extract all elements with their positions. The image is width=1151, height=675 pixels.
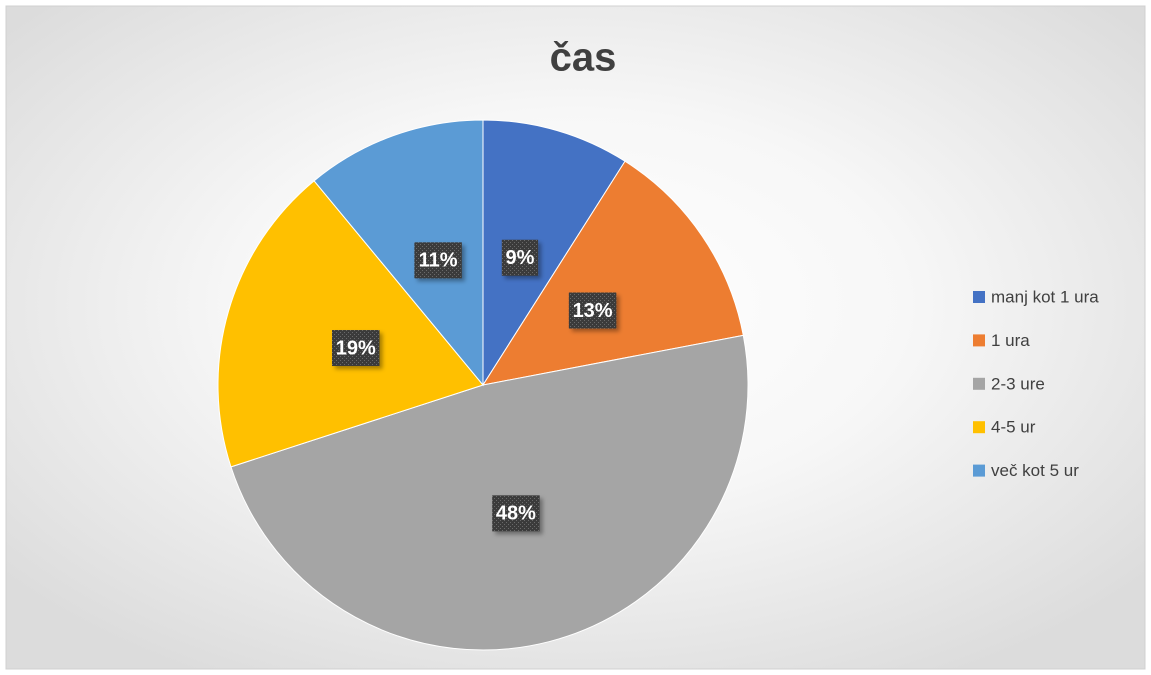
- data-label-box: [501, 239, 539, 276]
- data-label-box: [568, 292, 617, 329]
- legend: manj kot 1 ura 1 ura 2-3 ure 4-5 ur več kot …: [973, 287, 1099, 480]
- legend-swatch: [973, 334, 985, 347]
- chart-title: čas: [550, 36, 617, 80]
- legend-label: manj kot 1 ura: [991, 287, 1099, 306]
- data-label: 48%: [496, 503, 536, 525]
- legend-label: 4-5 ur: [991, 418, 1036, 437]
- pie-slice: [313, 119, 484, 387]
- pie-slice: [481, 160, 744, 386]
- data-label-box: [492, 495, 540, 532]
- legend-swatch: [973, 421, 985, 434]
- data-labels: 9% 13% 48% 19% 11%: [332, 239, 617, 532]
- data-label: 13%: [573, 300, 613, 322]
- legend-label: 1 ura: [991, 331, 1030, 350]
- data-label-box: [414, 242, 462, 279]
- legend-swatch: [973, 291, 985, 303]
- legend-swatch: [973, 377, 985, 390]
- pie-slice: [217, 180, 484, 468]
- data-label: 11%: [419, 250, 458, 272]
- legend-label: 2-3 ure: [991, 374, 1045, 393]
- pie-slice: [230, 334, 749, 651]
- data-label-box: [332, 330, 380, 367]
- pie: [217, 119, 749, 651]
- pie-slice: [482, 119, 626, 387]
- legend-label: več kot 5 ur: [991, 461, 1079, 480]
- data-label: 9%: [506, 247, 535, 269]
- legend-swatch: [973, 464, 985, 477]
- data-label: 19%: [336, 337, 376, 359]
